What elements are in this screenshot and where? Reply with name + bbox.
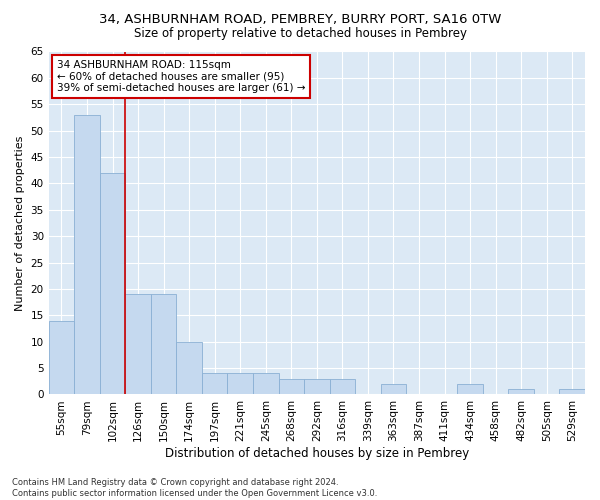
Bar xyxy=(304,378,329,394)
Text: Contains HM Land Registry data © Crown copyright and database right 2024.
Contai: Contains HM Land Registry data © Crown c… xyxy=(12,478,377,498)
Bar xyxy=(508,389,534,394)
Bar xyxy=(151,294,176,394)
Bar xyxy=(278,378,304,394)
Bar xyxy=(329,378,355,394)
Bar xyxy=(380,384,406,394)
Text: Size of property relative to detached houses in Pembrey: Size of property relative to detached ho… xyxy=(133,28,467,40)
Text: 34, ASHBURNHAM ROAD, PEMBREY, BURRY PORT, SA16 0TW: 34, ASHBURNHAM ROAD, PEMBREY, BURRY PORT… xyxy=(99,12,501,26)
Bar xyxy=(227,374,253,394)
Bar xyxy=(253,374,278,394)
Bar xyxy=(176,342,202,394)
X-axis label: Distribution of detached houses by size in Pembrey: Distribution of detached houses by size … xyxy=(165,447,469,460)
Text: 34 ASHBURNHAM ROAD: 115sqm
← 60% of detached houses are smaller (95)
39% of semi: 34 ASHBURNHAM ROAD: 115sqm ← 60% of deta… xyxy=(57,60,305,94)
Y-axis label: Number of detached properties: Number of detached properties xyxy=(15,136,25,310)
Bar xyxy=(457,384,483,394)
Bar xyxy=(125,294,151,394)
Bar xyxy=(100,173,125,394)
Bar xyxy=(202,374,227,394)
Bar xyxy=(559,389,585,394)
Bar xyxy=(74,115,100,394)
Bar xyxy=(49,320,74,394)
